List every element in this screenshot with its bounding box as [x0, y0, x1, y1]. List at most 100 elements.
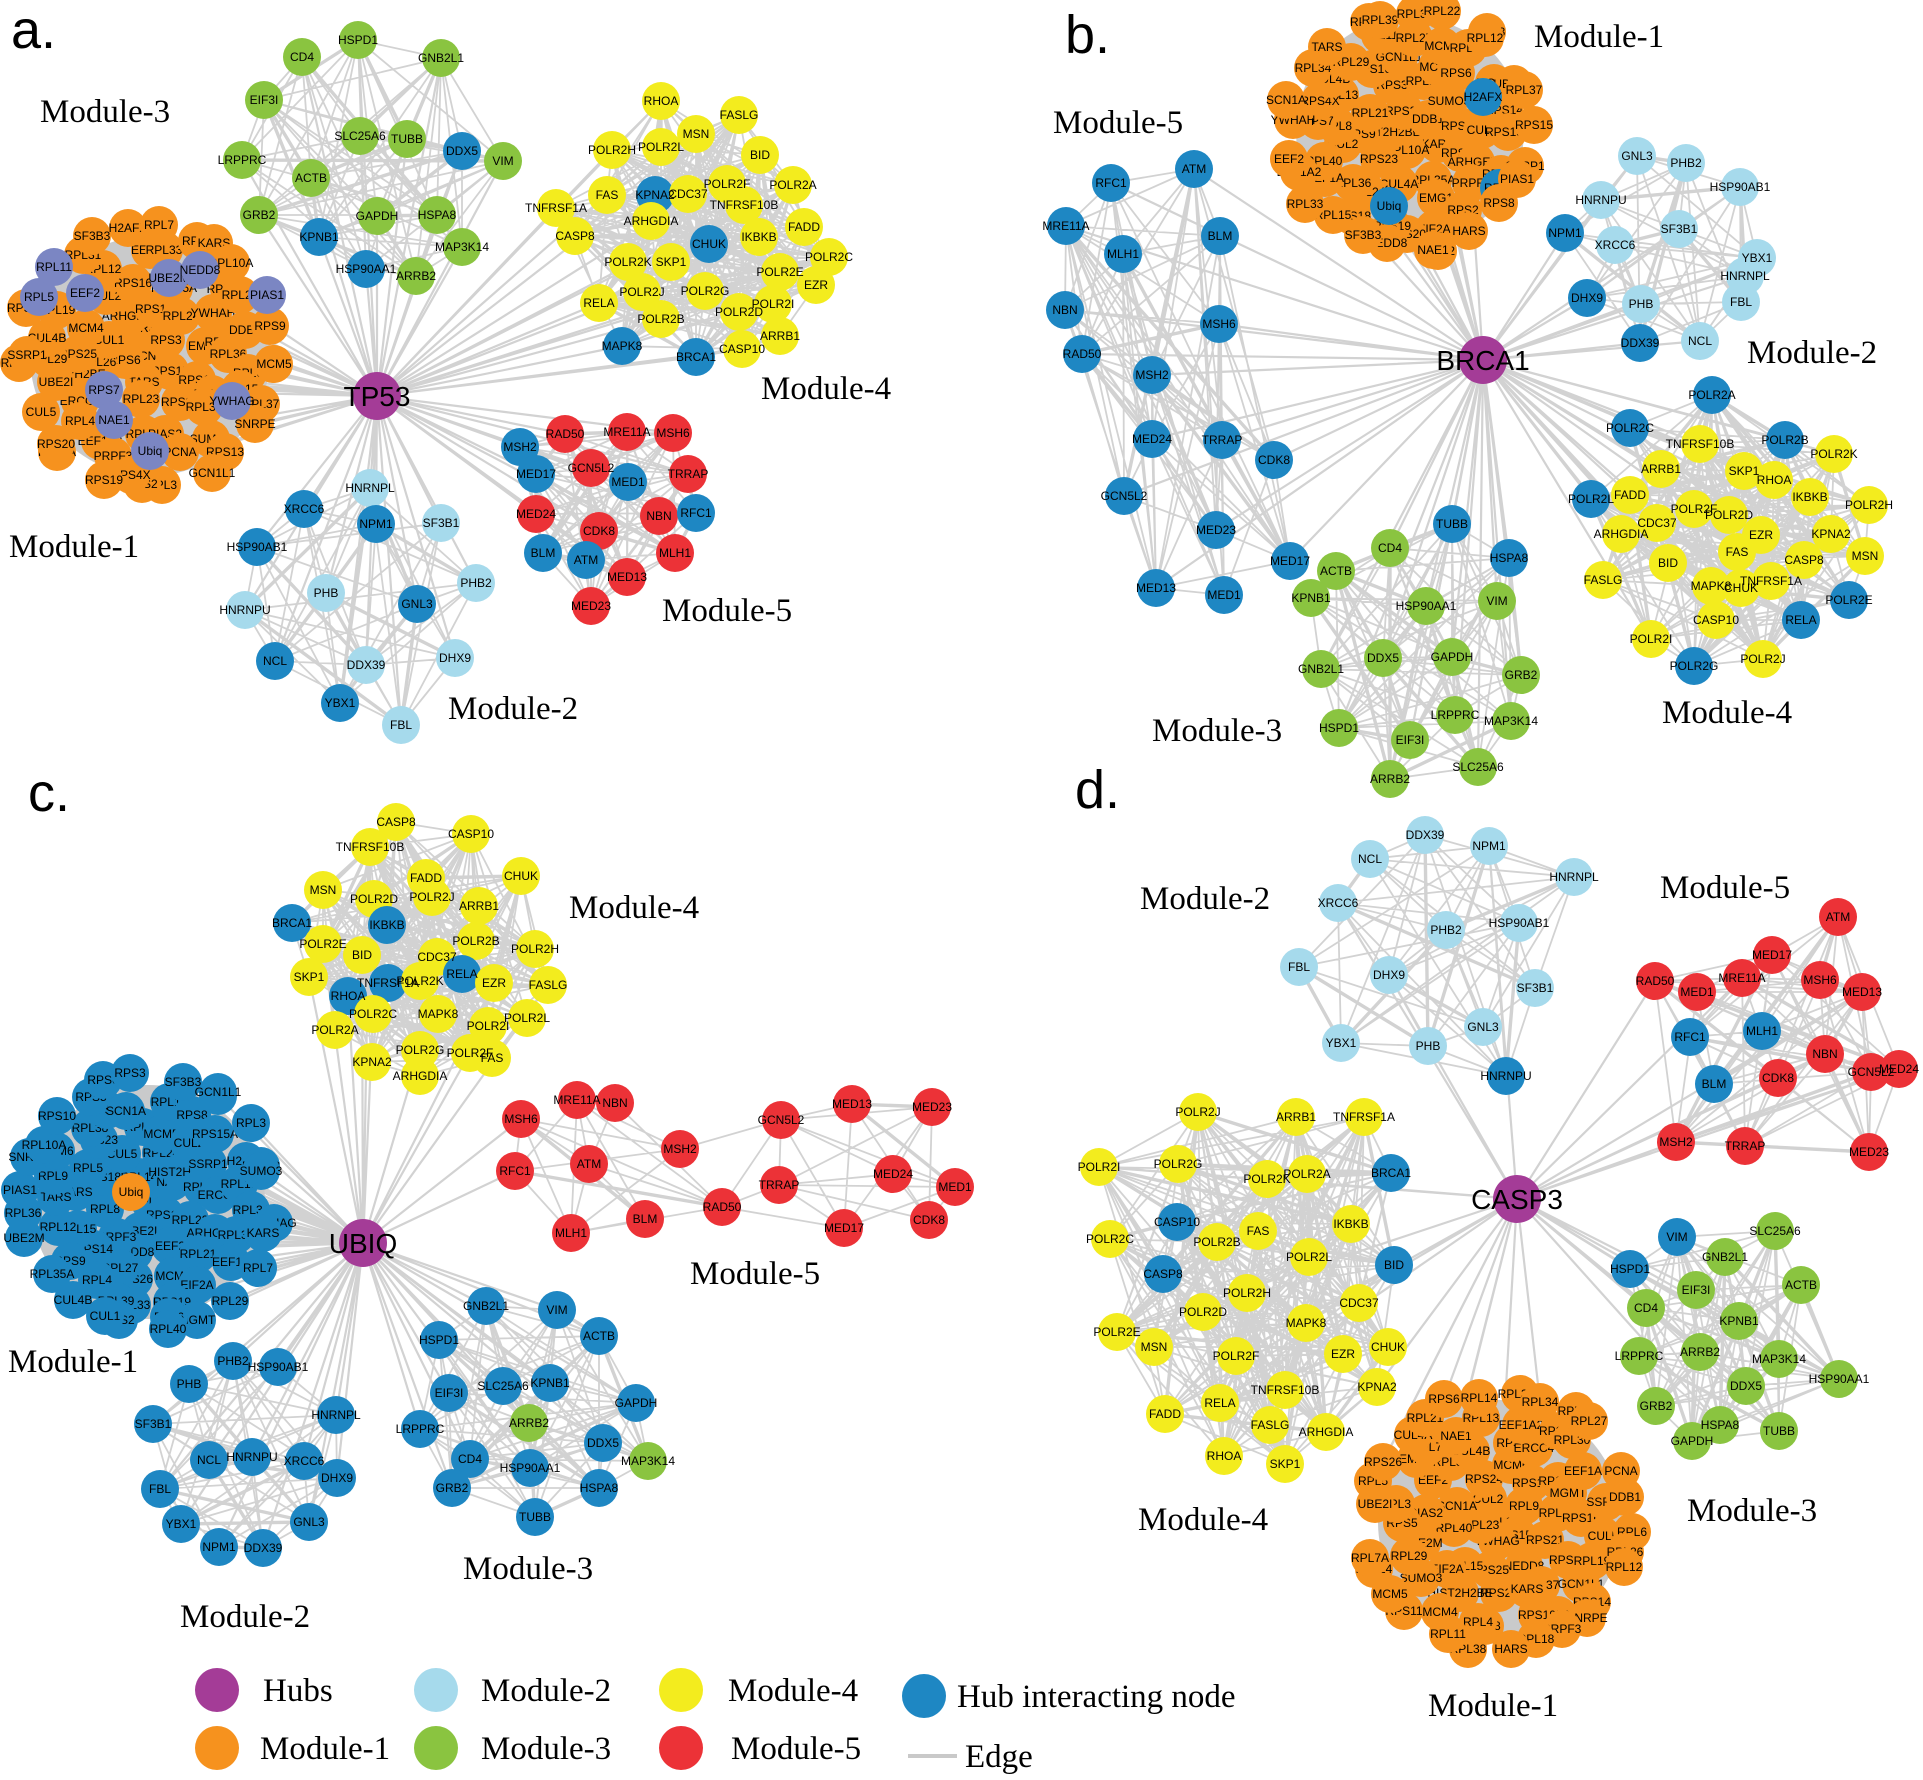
svg-text:RPS24: RPS24 — [1465, 1472, 1503, 1486]
svg-text:MCM5: MCM5 — [256, 357, 292, 371]
svg-text:RPS8: RPS8 — [176, 1108, 208, 1122]
svg-text:BID: BID — [352, 948, 372, 962]
svg-text:RPL5: RPL5 — [24, 290, 54, 304]
svg-text:DDX39: DDX39 — [244, 1541, 283, 1555]
svg-text:MRE11A: MRE11A — [1718, 971, 1765, 985]
svg-text:ARRB1: ARRB1 — [760, 329, 800, 343]
svg-text:PHB: PHB — [1416, 1039, 1441, 1053]
svg-text:HSPD1: HSPD1 — [1319, 721, 1359, 735]
svg-text:YBX1: YBX1 — [1742, 251, 1773, 265]
svg-text:YWHAG: YWHAG — [209, 394, 254, 408]
svg-text:MED23: MED23 — [571, 599, 611, 613]
svg-text:RPS7: RPS7 — [88, 383, 120, 397]
svg-text:MRE11A: MRE11A — [1042, 219, 1089, 233]
svg-text:POLR2G: POLR2G — [396, 1043, 445, 1057]
svg-text:GCN5L2: GCN5L2 — [1848, 1065, 1895, 1079]
svg-text:MED13: MED13 — [832, 1097, 872, 1111]
svg-text:RPS10: RPS10 — [38, 1109, 76, 1123]
svg-text:RHOA: RHOA — [331, 989, 366, 1003]
svg-text:EIF3I: EIF3I — [250, 93, 279, 107]
svg-text:MED23: MED23 — [912, 1100, 952, 1114]
svg-text:Module-2: Module-2 — [481, 1673, 611, 1709]
svg-text:CASP10: CASP10 — [448, 827, 494, 841]
svg-text:MSN: MSN — [1141, 1340, 1168, 1354]
svg-text:POLR2B: POLR2B — [1761, 433, 1808, 447]
svg-text:CDK8: CDK8 — [583, 524, 615, 538]
svg-text:ATM: ATM — [1182, 162, 1206, 176]
svg-text:NPM1: NPM1 — [202, 1540, 236, 1554]
svg-text:RPL39: RPL39 — [1362, 13, 1399, 27]
svg-text:Module-2: Module-2 — [448, 691, 578, 727]
svg-text:RELA: RELA — [1785, 613, 1816, 627]
svg-text:ACTB: ACTB — [1320, 564, 1352, 578]
svg-text:POLR2H: POLR2H — [588, 143, 636, 157]
svg-text:POLR2B: POLR2B — [637, 312, 684, 326]
svg-text:RPS15A: RPS15A — [192, 1127, 238, 1141]
svg-text:KPNB1: KPNB1 — [1291, 591, 1331, 605]
svg-text:PIAS1: PIAS1 — [1500, 172, 1534, 186]
svg-text:CASP10: CASP10 — [1693, 613, 1739, 627]
svg-text:ATM: ATM — [574, 553, 598, 567]
svg-text:RPL10A: RPL10A — [22, 1138, 67, 1152]
svg-text:EEF2: EEF2 — [155, 1239, 185, 1253]
svg-text:RPL29: RPL29 — [1391, 1549, 1428, 1563]
svg-text:POLR2E: POLR2E — [1825, 593, 1872, 607]
svg-text:POLR2J: POLR2J — [409, 890, 454, 904]
svg-text:BRCA1: BRCA1 — [1436, 345, 1529, 376]
svg-text:RPL19: RPL19 — [1574, 1554, 1611, 1568]
svg-text:RPL4: RPL4 — [65, 414, 95, 428]
svg-text:Module-3: Module-3 — [481, 1731, 611, 1767]
svg-text:CASP8: CASP8 — [376, 815, 416, 829]
svg-text:HNRNPU: HNRNPU — [219, 603, 270, 617]
svg-text:MSN: MSN — [1852, 549, 1879, 563]
svg-text:ARRB1: ARRB1 — [1276, 1110, 1316, 1124]
svg-text:HNRNPU: HNRNPU — [226, 1450, 277, 1464]
svg-text:POLR2H: POLR2H — [1845, 498, 1893, 512]
svg-text:YWHAH: YWHAH — [191, 306, 236, 320]
svg-text:EEF1A2: EEF1A2 — [1499, 1418, 1544, 1432]
svg-text:H2AFX: H2AFX — [1464, 90, 1503, 104]
svg-text:Module-3: Module-3 — [1152, 713, 1282, 749]
svg-text:EEF2: EEF2 — [70, 286, 100, 300]
svg-text:SLC25A6: SLC25A6 — [334, 129, 386, 143]
svg-text:CASP3: CASP3 — [1471, 1184, 1563, 1215]
svg-text:SUMO3: SUMO3 — [240, 1164, 283, 1178]
svg-text:VIM: VIM — [1666, 1230, 1687, 1244]
svg-text:IKBKB: IKBKB — [1333, 1217, 1368, 1231]
svg-text:RPL24: RPL24 — [163, 309, 200, 323]
svg-text:MCM5: MCM5 — [143, 1127, 179, 1141]
svg-text:RPL21: RPL21 — [180, 1247, 217, 1261]
svg-text:MED17: MED17 — [516, 467, 556, 481]
svg-text:TNFRSF10B: TNFRSF10B — [710, 198, 779, 212]
svg-text:POLR2D: POLR2D — [715, 305, 763, 319]
svg-text:GCN5L2: GCN5L2 — [758, 1113, 805, 1127]
svg-text:HARS: HARS — [1452, 224, 1485, 238]
svg-text:RELA: RELA — [1204, 1396, 1235, 1410]
svg-text:TNFRSF1A: TNFRSF1A — [1333, 1110, 1395, 1124]
svg-text:CASP8: CASP8 — [555, 229, 595, 243]
svg-text:CUL1: CUL1 — [90, 1309, 121, 1323]
svg-text:TUBB: TUBB — [519, 1510, 551, 1524]
svg-text:MGMT: MGMT — [179, 1313, 216, 1327]
svg-text:ATM: ATM — [577, 1157, 601, 1171]
svg-text:SKP1: SKP1 — [1729, 464, 1760, 478]
svg-text:ARRB2: ARRB2 — [1680, 1345, 1720, 1359]
svg-text:GNB2L1: GNB2L1 — [418, 51, 464, 65]
svg-text:Module-5: Module-5 — [1053, 105, 1183, 141]
svg-text:SF3B3: SF3B3 — [165, 1075, 202, 1089]
svg-text:Module-3: Module-3 — [1687, 1493, 1817, 1529]
svg-text:DDX5: DDX5 — [1367, 651, 1399, 665]
svg-text:RPS3: RPS3 — [114, 1066, 146, 1080]
svg-text:MED23: MED23 — [1196, 523, 1236, 537]
svg-text:DDX5: DDX5 — [446, 144, 478, 158]
svg-text:SF3B1: SF3B1 — [1517, 981, 1554, 995]
svg-text:POLR2J: POLR2J — [619, 285, 664, 299]
svg-text:CASP8: CASP8 — [1143, 1267, 1183, 1281]
svg-text:SKP1: SKP1 — [656, 255, 687, 269]
svg-text:NEDD8: NEDD8 — [180, 263, 221, 277]
svg-text:BRCA1: BRCA1 — [676, 350, 716, 364]
svg-text:RELA: RELA — [446, 967, 477, 981]
svg-text:RPL12: RPL12 — [1606, 1560, 1643, 1574]
svg-text:MED13: MED13 — [1136, 581, 1176, 595]
svg-text:RHOA: RHOA — [1757, 473, 1792, 487]
